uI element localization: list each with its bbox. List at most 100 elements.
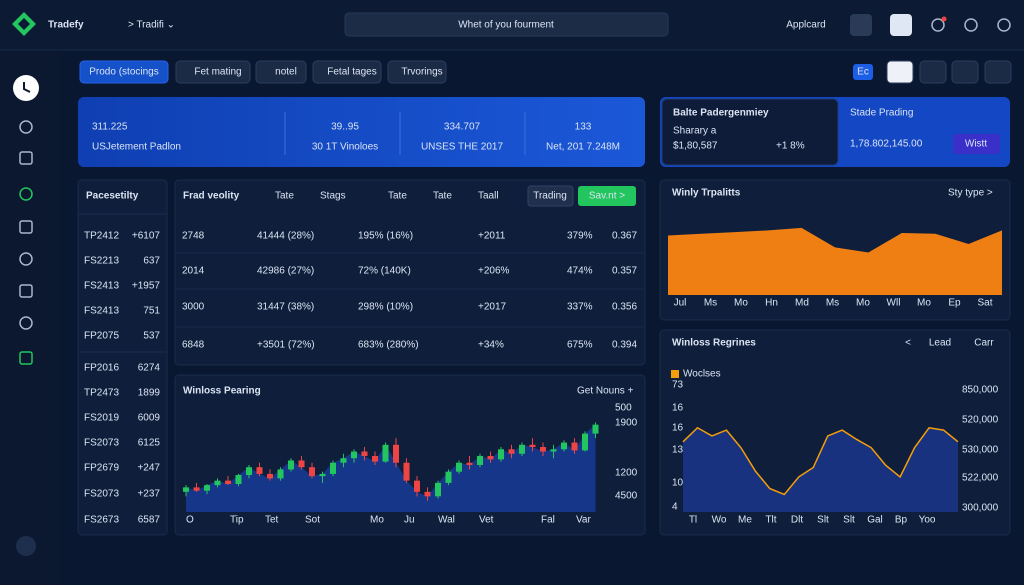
chart-nav[interactable]: Lead	[929, 338, 951, 349]
header-action[interactable]: Applcard	[786, 20, 825, 31]
panel	[77, 179, 168, 536]
x-tick-label: Fal	[541, 515, 555, 526]
x-tick-label: Tip	[230, 515, 244, 526]
y-tick-label: 1200	[615, 468, 638, 479]
watch-symbol: TP2412	[84, 231, 119, 242]
y-tick-label: 500	[615, 403, 632, 414]
toolbar-tab-label[interactable]: Prodo (stocings	[89, 67, 158, 78]
chart-title: Winly Trpalitts	[672, 188, 741, 199]
balance-amount: $1,80,587	[673, 141, 718, 152]
nav-icon[interactable]	[19, 187, 33, 201]
candle-body	[340, 458, 347, 463]
nav-icon[interactable]	[19, 351, 33, 365]
badge-label[interactable]: Ec	[857, 67, 869, 78]
x-tick-label: Vet	[479, 515, 494, 526]
y2-tick-label: 520,000	[962, 415, 999, 426]
candle-body	[225, 480, 231, 484]
candle-body	[540, 447, 546, 452]
table-cell: 31447 (38%)	[257, 302, 314, 313]
x-tick-label: Tet	[265, 515, 279, 526]
nav-icon[interactable]	[19, 120, 33, 134]
legend-label: Woclses	[683, 369, 721, 380]
chart-nav[interactable]: Carr	[974, 338, 994, 349]
x-tick-label: Ms	[704, 298, 717, 309]
nav-home[interactable]	[13, 75, 39, 101]
chart-action[interactable]: Get Nouns +	[577, 386, 634, 397]
table-button-label[interactable]: Trading	[533, 191, 567, 202]
toolbar-tab[interactable]	[387, 60, 447, 84]
table-cell: +2011	[478, 231, 506, 242]
watch-symbol: FS2073	[84, 489, 119, 500]
side-button-label[interactable]: Wistt	[965, 139, 987, 150]
toolbar-tab-label[interactable]: Fetal tages	[327, 67, 376, 78]
nav-collapse[interactable]	[16, 536, 36, 556]
toolbar-tab[interactable]	[312, 60, 382, 84]
candle-body	[435, 482, 441, 497]
search-box[interactable]	[344, 12, 669, 37]
candle-body	[277, 469, 284, 479]
toolbar-tab-label[interactable]: Trvorings	[401, 67, 442, 78]
toolbar-tab[interactable]	[175, 60, 251, 84]
watch-value: +247	[137, 463, 160, 474]
chart-action[interactable]: Sty type >	[948, 188, 993, 199]
search-placeholder[interactable]: Whet of you fourment	[458, 20, 554, 31]
watch-symbol: FP2016	[84, 363, 119, 374]
balance-subtitle: Sharary a	[673, 126, 717, 137]
table-button[interactable]	[578, 186, 636, 206]
toolbar-icon[interactable]	[984, 60, 1012, 84]
header-icon[interactable]	[997, 18, 1011, 32]
header-icon[interactable]	[931, 18, 945, 32]
watchlist-title: Pacesetilty	[86, 191, 139, 202]
y-tick-label: 4	[672, 502, 678, 513]
table-cell: 72% (140K)	[358, 266, 411, 277]
badge[interactable]	[853, 64, 873, 80]
watch-value: 6009	[138, 413, 161, 424]
nav-icon[interactable]	[19, 284, 33, 298]
toolbar-tab[interactable]	[255, 60, 307, 84]
nav-icon[interactable]	[19, 252, 33, 266]
table-button-label[interactable]: Sav.nt >	[589, 191, 625, 202]
header-icon[interactable]	[890, 14, 912, 36]
x-tick-label: Yoo	[919, 515, 936, 526]
summary-label: 30 1T Vinoloes	[312, 142, 378, 153]
area	[668, 227, 1002, 295]
candle-body	[582, 433, 588, 451]
x-tick-label: Wal	[438, 515, 455, 526]
table-button[interactable]	[527, 185, 574, 207]
chart-nav[interactable]: <	[905, 338, 911, 349]
candle-body	[319, 473, 326, 477]
candle-body	[424, 491, 431, 497]
x-tick-label: Mo	[734, 298, 748, 309]
candle-body	[298, 460, 305, 468]
candle-body	[288, 460, 294, 470]
candle-body	[393, 444, 399, 463]
header-icon[interactable]	[964, 18, 978, 32]
x-tick-label: Ms	[826, 298, 839, 309]
summary-value: 334.707	[444, 122, 481, 133]
table-cell: 298% (10%)	[358, 302, 413, 313]
summary-value: 311.225	[92, 122, 128, 133]
toolbar-icon[interactable]	[919, 60, 947, 84]
line	[682, 426, 959, 496]
toolbar-icon[interactable]	[951, 60, 979, 84]
panel	[174, 179, 646, 366]
summary-value: 39..95	[331, 122, 359, 133]
header-icon[interactable]	[850, 14, 872, 36]
nav-icon[interactable]	[19, 316, 33, 330]
table-cell: 0.356	[612, 302, 637, 313]
side-title: Stade Prading	[850, 108, 913, 119]
table-cell: 474%	[567, 266, 593, 277]
legend-swatch	[671, 370, 679, 378]
toolbar-tab-label[interactable]: Fet mating	[194, 67, 241, 78]
side-button[interactable]	[953, 134, 1000, 154]
y-tick-label: 10	[672, 478, 684, 489]
nav-icon[interactable]	[19, 151, 33, 165]
toolbar-icon[interactable]	[886, 60, 914, 84]
table-cell: 0.394	[612, 340, 637, 351]
x-tick-label: Wll	[887, 298, 901, 309]
toolbar-tab-label[interactable]: notel	[275, 67, 297, 78]
chart-title: Winloss Pearing	[183, 386, 261, 397]
side-value: 1,78.802,145.00	[850, 139, 923, 150]
toolbar-tab[interactable]	[79, 60, 169, 84]
nav-icon[interactable]	[19, 220, 33, 234]
